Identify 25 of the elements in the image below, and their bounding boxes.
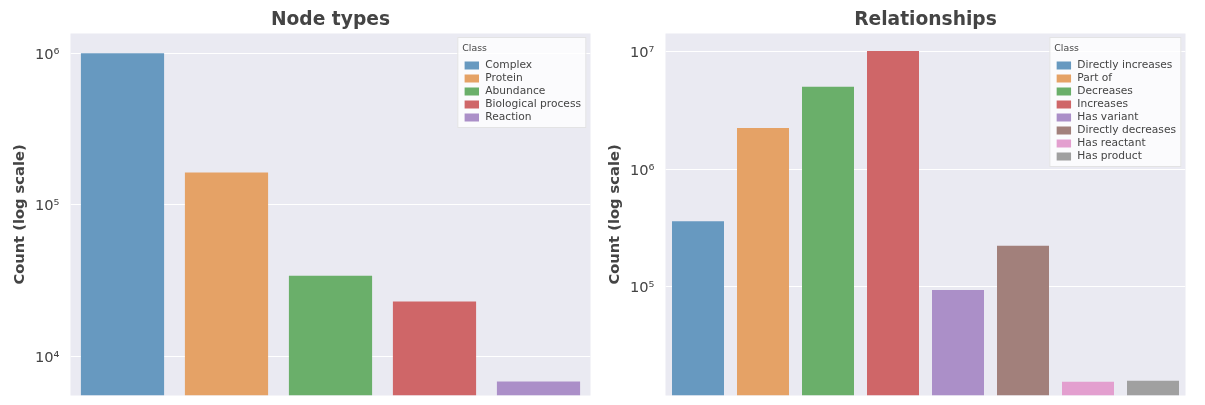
legend-label: Reaction	[485, 110, 532, 123]
legend-label: Part of	[1077, 71, 1113, 84]
y-tick-label: 10⁷	[629, 42, 655, 60]
legend-label: Decreases	[1077, 84, 1133, 97]
legend-label: Biological process	[485, 97, 581, 110]
y-tick-label: 10⁶	[34, 44, 60, 62]
legend-label: Protein	[485, 71, 523, 84]
y-axis-title: Count (log scale)	[9, 144, 27, 285]
chart-title: Node types	[270, 7, 391, 29]
legend-label: Has product	[1077, 149, 1142, 162]
y-tick-label: 10⁵	[34, 196, 60, 214]
legend-title: Class	[1054, 42, 1080, 53]
y-tick-label: 10⁵	[629, 278, 655, 296]
legend-label: Abundance	[485, 84, 546, 97]
y-tick-label: 10⁶	[629, 160, 655, 178]
legend-label: Complex	[485, 58, 533, 71]
legend-label: Has reactant	[1077, 136, 1146, 149]
legend-label: Has variant	[1077, 110, 1139, 123]
chart-title: Relationships	[854, 7, 997, 29]
y-axis-title: Count (log scale)	[604, 144, 622, 285]
y-tick-label: 10⁴	[34, 347, 60, 365]
legend-label: Directly increases	[1077, 58, 1173, 71]
legend-title: Class	[462, 42, 488, 53]
legend-label: Directly decreases	[1077, 123, 1176, 136]
legend-label: Increases	[1077, 97, 1129, 110]
